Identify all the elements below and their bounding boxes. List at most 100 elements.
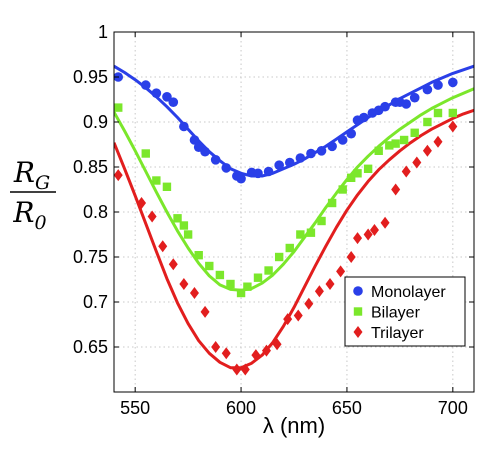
trilayer-point — [211, 341, 221, 353]
legend-monolayer-label: Monolayer — [371, 284, 446, 301]
bilayer-point — [226, 279, 235, 289]
trilayer-point — [200, 305, 210, 318]
trilayer-point — [251, 349, 261, 362]
bilayer-point — [183, 230, 193, 239]
trilayer-point — [401, 165, 411, 178]
bilayer-point — [253, 273, 263, 282]
y-label-denominator: R — [12, 196, 34, 229]
monolayer-point — [151, 88, 162, 98]
bilayer-point — [274, 252, 284, 262]
bilayer-point — [374, 146, 383, 155]
trilayer-point — [433, 135, 443, 148]
bilayer-point — [399, 135, 409, 145]
trilayer-point — [353, 232, 363, 245]
trilayer-point — [179, 278, 189, 290]
y-label-denominator-sub: 0 — [35, 212, 47, 234]
trilayer-point — [232, 363, 242, 376]
x-axis-label: λ (nm) — [263, 413, 325, 438]
bilayer-point — [215, 270, 225, 280]
bilayer-point — [114, 103, 123, 112]
bilayer-point — [141, 149, 150, 158]
grid — [114, 32, 474, 392]
bilayer-point — [338, 185, 347, 194]
y-axis-label: RG R0 — [10, 156, 56, 234]
x-tick-label: 550 — [120, 398, 150, 418]
trilayer-point — [325, 278, 335, 290]
trilayer-point — [422, 144, 432, 157]
trilayer-point — [221, 347, 231, 360]
bilayer-fit-line — [114, 87, 474, 292]
monolayer-point — [422, 84, 433, 95]
monolayer-point — [162, 92, 172, 102]
bilayer-point — [285, 243, 294, 253]
x-tick-label: 650 — [332, 398, 362, 418]
trilayer-point — [304, 297, 314, 310]
bilayer-point — [346, 173, 356, 182]
monolayer-point — [200, 146, 210, 157]
trilayer-point — [283, 313, 293, 326]
trilayer-point — [261, 344, 271, 357]
bilayer-point — [327, 198, 337, 208]
legend-trilayer-label: Trilayer — [371, 325, 424, 342]
monolayer-point — [221, 163, 232, 173]
legend-monolayer-marker — [353, 286, 363, 296]
trilayer-point — [448, 120, 458, 133]
x-tick-label: 600 — [226, 398, 256, 418]
trilayer-point — [137, 197, 147, 209]
y-tick-label: 0.7 — [83, 292, 108, 312]
trilayer-fit-line — [114, 108, 474, 370]
y-tick-label: 0.85 — [73, 157, 108, 177]
trilayer-point — [189, 287, 199, 299]
bilayer-point — [264, 266, 273, 275]
trilayer-point — [336, 265, 346, 278]
monolayer-point — [284, 157, 295, 168]
monolayer-point — [168, 97, 179, 107]
legend-box — [344, 276, 466, 347]
bilayer-point — [205, 261, 214, 271]
bilayer-point — [385, 141, 394, 150]
trilayer-point — [346, 251, 356, 263]
y-label-numerator: R — [13, 156, 35, 189]
monolayer-point — [380, 101, 390, 112]
monolayer-point — [327, 141, 337, 152]
monolayer-point — [274, 160, 284, 170]
monolayer-point — [448, 77, 458, 88]
bilayer-point — [410, 128, 419, 137]
monolayer-point — [306, 148, 316, 159]
bilayer-point — [179, 221, 189, 230]
bilayer-point — [317, 216, 326, 226]
monolayer-point — [401, 99, 412, 109]
svg-text:RG: RG — [13, 156, 50, 194]
monolayer-point — [253, 168, 263, 179]
bilayer-point — [243, 282, 252, 291]
monolayer-point — [359, 112, 369, 123]
trilayer-point — [391, 183, 401, 196]
monolayer-point — [140, 80, 151, 90]
monolayer-point — [316, 146, 327, 156]
monolayer-point — [263, 166, 274, 177]
y-tick-label: 0.65 — [73, 337, 108, 357]
trilayer-point — [363, 228, 373, 241]
bilayer-point — [433, 108, 443, 118]
trilayer-point — [369, 224, 379, 236]
y-label-numerator-sub: G — [35, 172, 50, 194]
trilayer-point — [240, 363, 250, 376]
bilayer-point — [194, 251, 203, 260]
trilayer-point — [272, 338, 282, 351]
y-tick-label: 0.8 — [83, 202, 108, 222]
legend-trilayer-marker — [353, 326, 363, 338]
trilayer-point — [412, 156, 422, 169]
bilayer-point — [306, 228, 316, 237]
monolayer-point — [346, 128, 356, 139]
trilayer-point — [113, 169, 123, 182]
bilayer-point — [152, 176, 161, 185]
monolayer-point — [236, 173, 246, 184]
y-tick-label: 0.9 — [83, 112, 108, 132]
monolayer-point — [179, 121, 189, 132]
trilayer-point — [293, 309, 303, 322]
bilayer-point — [353, 169, 362, 178]
y-tick-label: 1 — [98, 22, 108, 42]
monolayer-point — [210, 155, 221, 165]
bilayer-point — [173, 214, 182, 223]
